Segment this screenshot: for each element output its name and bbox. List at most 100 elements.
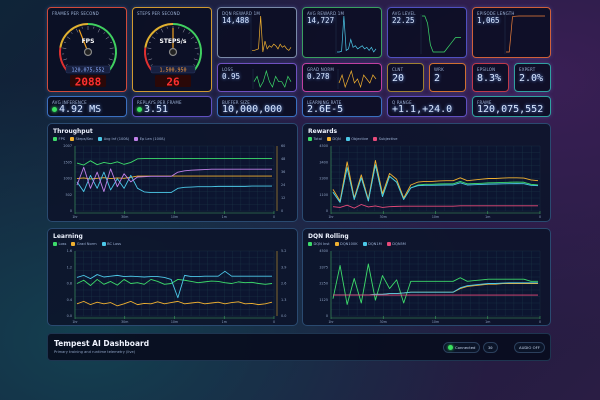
x-tick-label: 30m	[121, 215, 128, 219]
series-line-bc-loss	[76, 270, 272, 299]
sparkline	[337, 69, 377, 89]
chart-title: Rewards	[308, 128, 338, 135]
fps-gauge: FPS 120,075,552 2088	[59, 23, 117, 89]
gauge-tick	[109, 47, 114, 49]
chart-title: Throughput	[53, 128, 93, 135]
y2-tick-label: 3.9	[281, 265, 286, 269]
gauge-tick	[161, 28, 164, 33]
stat-value: 4.92 MS	[52, 104, 101, 115]
fps-gauge-card: Frames per second FPS 120,075,552 2088	[47, 7, 127, 92]
legend-swatch	[98, 137, 103, 141]
series-line-dqn-inst	[332, 263, 538, 305]
metric-value: 14,488	[222, 16, 250, 25]
gauge-tick	[148, 58, 153, 61]
gauge-tick	[70, 32, 73, 34]
y2-tick-label: 1.3	[281, 298, 286, 302]
gauge-arc-2	[87, 23, 117, 73]
small-card-1-label: Grad Norm	[307, 67, 334, 72]
x-tick-label: 10m	[432, 215, 439, 219]
legend-item[interactable]: Avg Inf (100ß)	[98, 137, 129, 141]
status-dot-icon	[137, 106, 142, 112]
y-tick-label: 4500	[319, 144, 328, 148]
audio-toggle-button[interactable]: AUDIO OFF	[514, 342, 545, 353]
stat-card-5: Frame 120,075,552	[472, 96, 551, 117]
legend-label: Steps/Sec	[75, 137, 94, 141]
dqn-rolling-chart: DQN Rolling DQN Inst DQN100K DQN1M DQN5M 4500…	[302, 228, 551, 326]
series-line-grad-norm	[76, 300, 273, 307]
stat-card-1-label: Replays per frame	[137, 100, 182, 105]
steps-label: Steps per second	[137, 11, 181, 16]
stat-value-text: 10,000,000	[222, 104, 283, 115]
sparkline	[335, 14, 377, 54]
small-card-0: Loss 0.95	[217, 63, 297, 92]
metric-card-0: DQN Reward 1M 14,488	[217, 7, 297, 58]
legend-item[interactable]: DQN100K	[334, 242, 358, 246]
legend-item[interactable]: DQN	[326, 137, 341, 141]
steps-gauge: STEPS/s 1,500,950 26	[144, 23, 202, 89]
stat-card-2: Buffer Size 10,000,000	[217, 96, 297, 117]
refresh-counter[interactable]: 30	[483, 342, 498, 353]
legend-item[interactable]: FPS	[53, 137, 65, 141]
series-line-subjective	[332, 204, 538, 209]
legend-swatch	[326, 137, 331, 141]
counter-value: 30	[488, 345, 493, 350]
mini-card-1: WRK 2	[429, 63, 466, 92]
gauge-tick	[155, 32, 158, 34]
y-tick-label: 3400	[319, 160, 328, 164]
stat-card-3: Learning Rate 2.6E-5	[302, 96, 382, 117]
legend-item[interactable]: DQN5M	[386, 242, 406, 246]
legend-item[interactable]: Loss	[53, 242, 66, 246]
series-line-loss	[76, 278, 273, 286]
legend-item[interactable]: DQN Inst	[308, 242, 330, 246]
legend-item[interactable]: BC Loss	[101, 242, 121, 246]
metric-card-3-label: Episode Length	[477, 11, 515, 16]
y-tick-label: 1.2	[67, 265, 72, 269]
gauge-tick	[150, 64, 153, 66]
x-tick-label: 30m	[380, 215, 387, 219]
gauge-tick	[108, 64, 111, 66]
gauge-tick	[76, 28, 79, 33]
gauge-total: 1,500,950	[159, 68, 186, 74]
x-tick-label: 1hr	[72, 215, 78, 219]
legend-item[interactable]: Objective	[345, 137, 368, 141]
legend-item[interactable]: Total	[308, 137, 322, 141]
series-line-fps	[76, 158, 272, 166]
metric-card-1-label: Avg Reward 1M	[307, 11, 345, 16]
stat-value-text: +1.1,+24.0	[392, 104, 453, 115]
series-line-avg-inf-100-	[76, 171, 272, 193]
x-tick-label: 10m	[171, 215, 178, 219]
legend-swatch	[308, 137, 312, 141]
legend-swatch	[70, 137, 75, 141]
mini-card-1-label: WRK	[434, 67, 444, 72]
status-dot-icon	[52, 106, 57, 112]
gauge-tick	[182, 28, 185, 33]
mini-card-0-label: CLNT	[392, 67, 404, 72]
legend-item[interactable]: Steps/Sec	[70, 137, 93, 141]
y-tick-label: 2007	[63, 144, 72, 148]
gauge-tick	[190, 36, 195, 40]
y-tick-label: 1505	[63, 160, 72, 164]
metric-value: 2.0%	[519, 73, 544, 84]
rewards-chart: Rewards Total DQN Objective Subjective 4500 34…	[302, 123, 551, 222]
x-tick-label: 0	[273, 320, 275, 324]
metric-card-2-label: Avg Level	[392, 11, 416, 16]
legend-item[interactable]: Ep Len (100ß)	[134, 137, 165, 141]
legend-item[interactable]: Subjective	[373, 137, 398, 141]
x-tick-label: 1m	[222, 320, 227, 324]
sparkline-path	[422, 15, 461, 53]
x-tick-label: 0	[539, 320, 541, 324]
sparkline	[420, 14, 461, 54]
y-tick-label: 0	[326, 209, 328, 213]
legend-item[interactable]: DQN1M	[362, 242, 382, 246]
stat-card-5-label: Frame	[477, 100, 492, 105]
metric-value: 1,065	[477, 16, 500, 25]
digital-box	[70, 75, 106, 87]
mini-card-3: Expert 2.0%	[514, 63, 551, 92]
sparkline-path	[252, 15, 292, 53]
small-card-1: Grad Norm 0.278	[302, 63, 382, 92]
throughput-chart: Throughput FPS Steps/Sec Avg Inf (100ß) Ep L…	[47, 123, 298, 222]
legend-item[interactable]: Grad Norm	[71, 242, 97, 246]
